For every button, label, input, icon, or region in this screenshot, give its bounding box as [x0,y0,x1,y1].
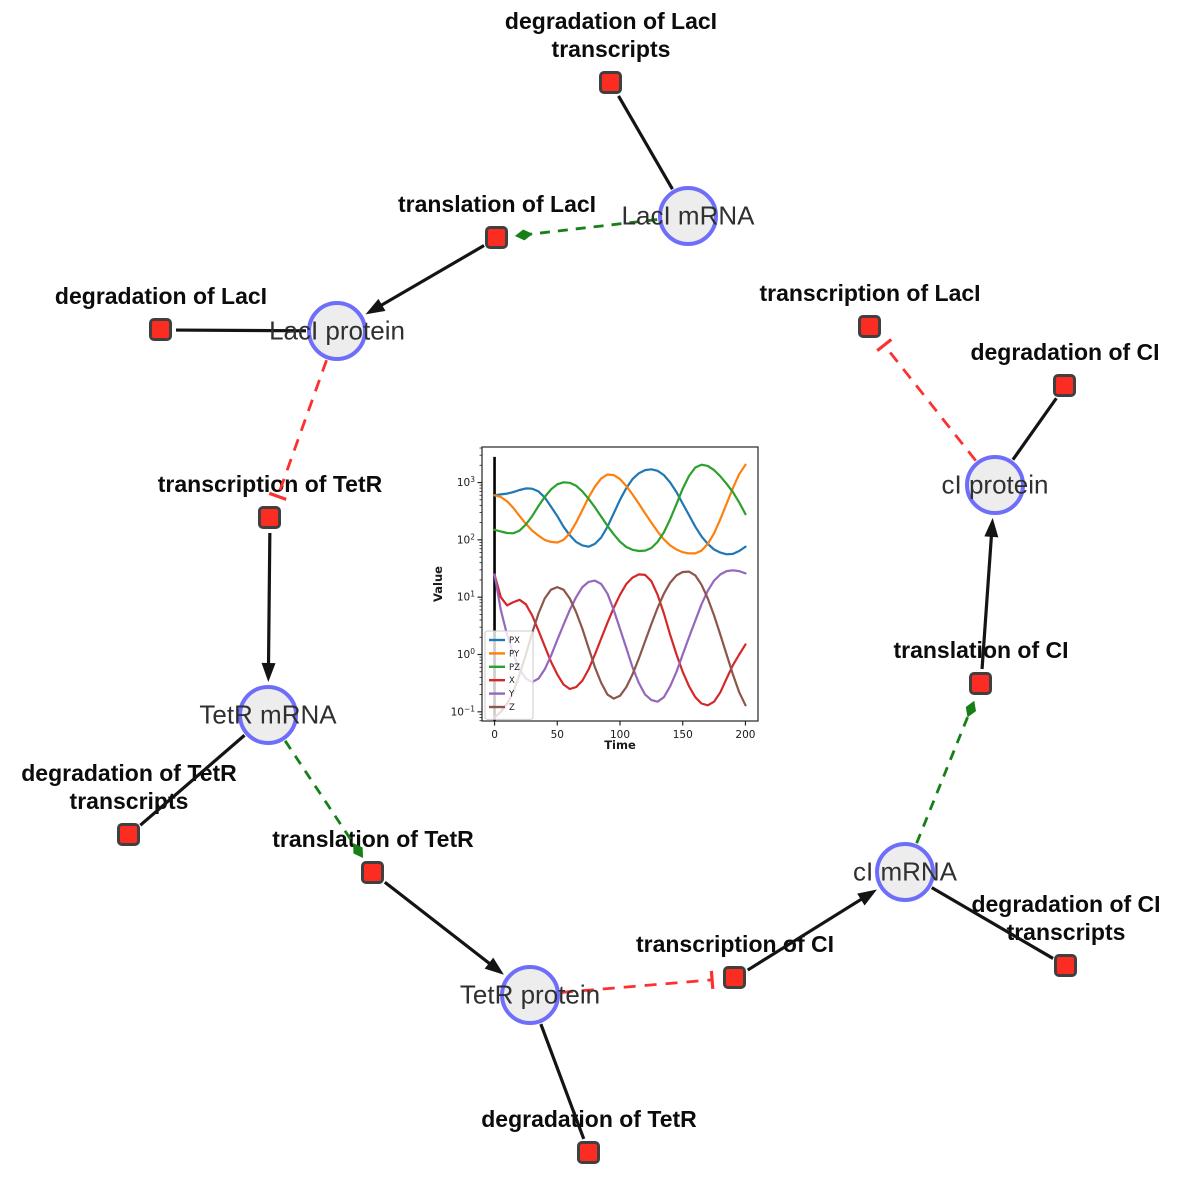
edge-translation-ci-ci-protein [980,529,994,670]
y-tick-label: 100 [457,647,475,661]
edge-ci-protein-deg-ci [1011,397,1058,461]
legend-label-PY: PY [509,649,520,659]
y-tick-label: 10−1 [451,704,476,718]
edge-laci-mrna-translation-laci [528,218,658,236]
edge-laci-protein-transcription-tetr [276,359,328,497]
x-tick-label: 150 [673,729,693,741]
series-line-Z [493,570,747,719]
series-line-PX [493,468,747,556]
edge-laci-mrna-translation-laci-diamond-arrowhead [514,229,533,241]
inset-chart: 0 50 100 150 200 10−1 100 101 102 103 Time Value PX P… [430,435,775,770]
legend-label-Y: Y [508,690,515,700]
y-tick-label: 101 [457,590,475,604]
y-tick-label: 103 [457,475,475,489]
series-line-PZ [493,463,747,553]
legend-label-X: X [509,676,515,686]
edge-translation-tetr-tetr-protein [383,880,496,969]
x-tick-label: 200 [735,729,755,741]
series-line-Y [493,569,747,703]
edge-laci-protein-transcription-tetr-tbar [268,491,287,501]
y-axis-label: Value [431,566,445,602]
edge-transcription-tetr-tetr-mrna [266,532,272,671]
x-tick-label: 50 [551,729,564,741]
x-tick-label: 0 [491,729,498,741]
edge-tetr-protein-transcription-ci [560,978,713,994]
edge-tetr-mrna-translation-tetr [283,740,357,848]
edge-tetr-mrna-deg-tetr-transcripts [139,734,246,827]
x-tick-label: 100 [610,729,630,741]
edge-translation-tetr-tetr-protein-arrowhead [484,957,504,975]
edge-transcription-ci-ci-mrna-arrowhead [857,889,877,906]
edge-transcription-ci-ci-mrna [746,894,868,972]
legend-label-PX: PX [509,636,520,646]
edge-ci-mrna-translation-ci-diamond-arrowhead [965,700,976,718]
edge-tetr-protein-transcription-ci-tbar [709,970,715,990]
edge-translation-laci-laci-protein-arrowhead [365,298,386,315]
plot-series-group [493,456,747,721]
edge-tetr-mrna-translation-tetr-diamond-arrowhead [353,843,364,859]
legend-label-Z: Z [509,703,515,713]
series-line-PY [493,463,747,555]
inset-chart-svg: 0 50 100 150 20010−1100101102103TimeValuePXP… [431,446,759,752]
edge-translation-laci-laci-protein [375,244,485,310]
y-tick-label: 102 [457,532,475,546]
edge-tetr-protein-deg-tetr [539,1023,586,1140]
edge-laci-mrna-deg-laci-transcripts [617,95,674,190]
edge-translation-ci-ci-protein-arrowhead [984,517,999,538]
legend-label-PZ: PZ [509,663,520,673]
legend: PX PY PZ XYZ [484,630,534,720]
edge-ci-protein-transcription-laci-tbar [876,338,893,352]
edge-ci-mrna-translation-ci [915,713,971,844]
x-axis-label: Time [604,738,636,752]
edge-transcription-tetr-tetr-mrna-arrowhead [261,662,276,683]
series-line-X [493,573,747,707]
edge-ci-mrna-deg-ci-transcripts [930,886,1054,960]
edge-ci-protein-transcription-laci [883,344,977,462]
edge-laci-protein-deg-laci [175,328,307,333]
